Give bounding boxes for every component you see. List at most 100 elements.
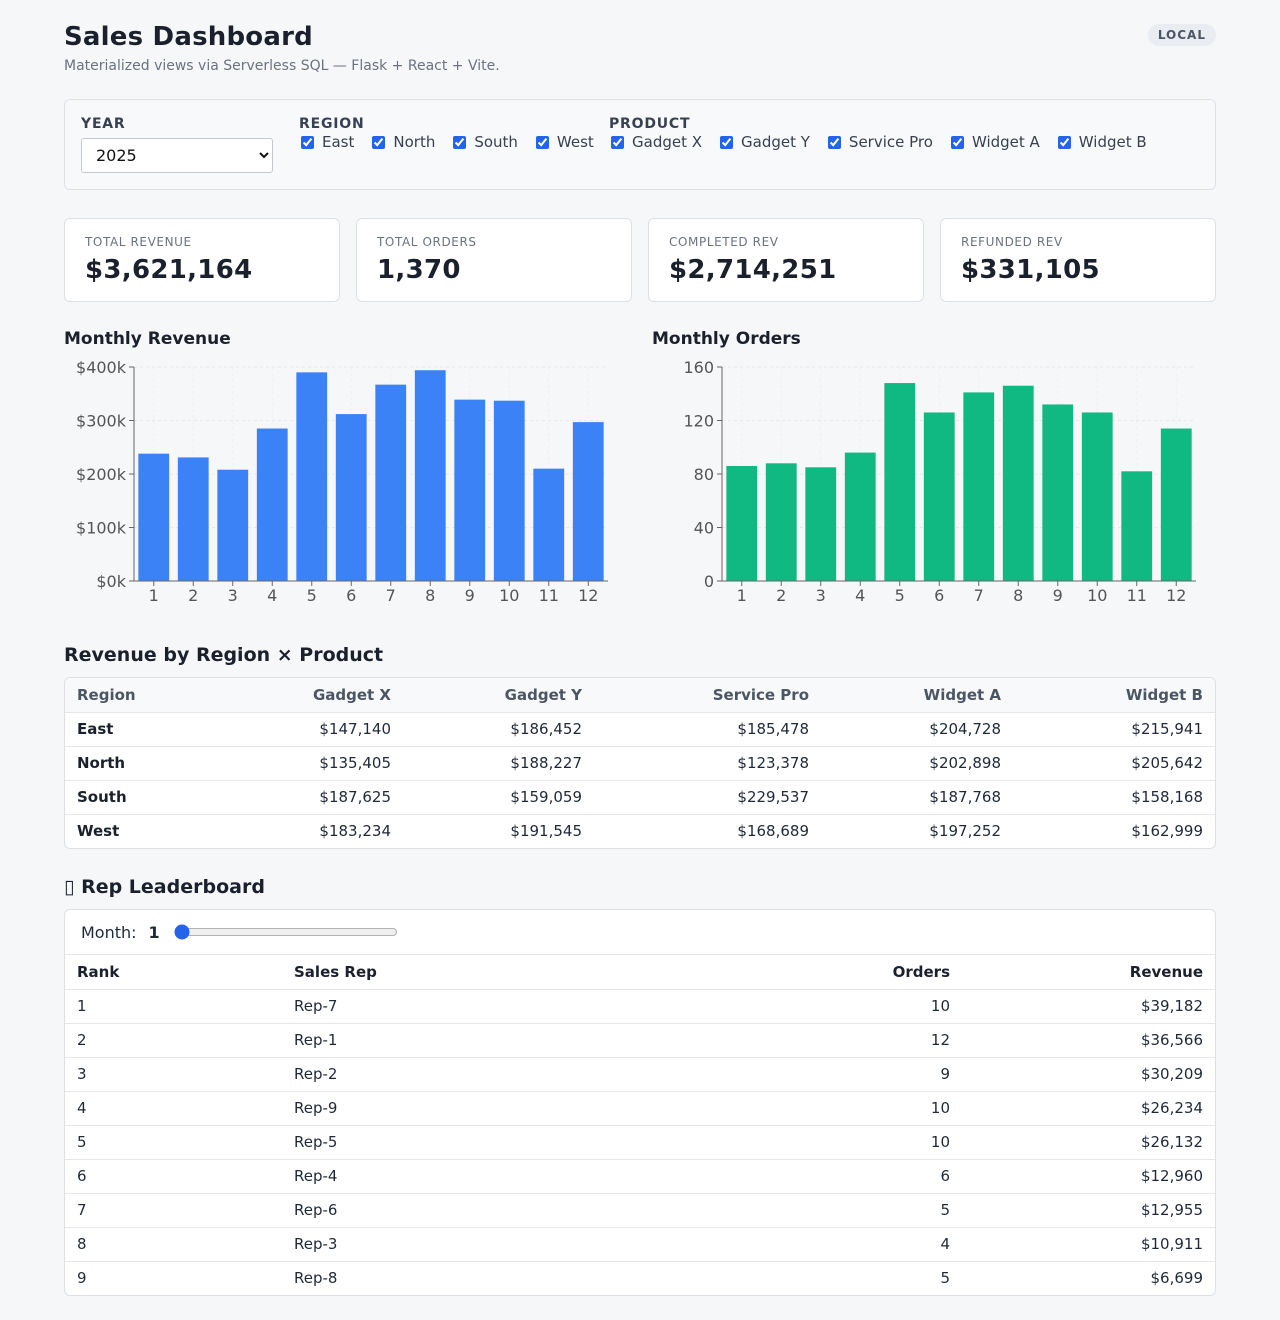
product-checkbox-gadget-y[interactable]	[720, 135, 734, 149]
orders-x-tick-label: 9	[1053, 586, 1063, 605]
region-checkbox-east[interactable]	[301, 135, 314, 149]
orders-y-tick-label: 40	[694, 519, 714, 538]
product-option-widget-b[interactable]: Widget B	[1056, 133, 1147, 151]
kpi-completed-revenue: COMPLETED REV $2,714,251	[648, 218, 924, 302]
revenue-x-tick-label: 4	[267, 586, 277, 605]
region-option-label: North	[393, 133, 436, 151]
product-option-service-pro[interactable]: Service Pro	[826, 133, 933, 151]
revenue-cell: $204,728	[821, 712, 1013, 747]
region-cell: North	[65, 746, 245, 781]
page-subtitle: Materialized views via Serverless SQL — …	[64, 58, 500, 74]
orders-bar	[963, 392, 995, 581]
table-header-row: Region Gadget X Gadget Y Service Pro Wid…	[65, 678, 1215, 713]
rep-cell: Rep-9	[282, 1091, 662, 1126]
kpi-label: COMPLETED REV	[669, 235, 779, 249]
revenue-cell: $123,378	[594, 746, 821, 781]
region-option-south[interactable]: South	[451, 133, 518, 151]
region-checkbox-south[interactable]	[453, 135, 467, 149]
orders-bar	[765, 463, 797, 581]
orders-bar	[844, 452, 876, 581]
region-option-label: West	[556, 133, 594, 151]
revenue-cell: $10,911	[962, 1227, 1215, 1262]
product-checkbox-service-pro[interactable]	[827, 135, 841, 149]
leaderboard-title: ▯ Rep Leaderboard	[64, 876, 265, 898]
table-row: 9 Rep-8 5 $6,699	[65, 1261, 1215, 1295]
monthly-orders-chart: 0 40 80 120 160 1 2 3 4 5 6 7 8 9 10 11 12	[652, 352, 1212, 614]
revenue-cell: $185,478	[594, 712, 821, 747]
orders-cell: 10	[662, 989, 962, 1024]
table-row: 8 Rep-3 4 $10,911	[65, 1227, 1215, 1262]
region-option-west[interactable]: West	[534, 133, 594, 151]
revenue-x-tick-label: 10	[499, 586, 519, 605]
revenue-bar	[256, 428, 288, 581]
orders-chart-title: Monthly Orders	[652, 329, 801, 349]
kpi-label: TOTAL REVENUE	[85, 235, 192, 249]
product-option-label: Widget B	[1078, 133, 1147, 151]
revenue-y-tick-label: $400k	[76, 358, 127, 377]
kpi-value: $3,621,164	[85, 255, 253, 285]
orders-x-tick-label: 12	[1166, 586, 1186, 605]
revenue-bar	[454, 399, 486, 581]
product-checkbox-widget-b[interactable]	[1057, 135, 1071, 149]
revenue-cell: $159,059	[403, 780, 594, 815]
region-option-north[interactable]: North	[370, 133, 435, 151]
region-option-east[interactable]: East	[299, 133, 354, 151]
revenue-bar	[217, 469, 249, 581]
revenue-bar	[414, 370, 446, 581]
rank-cell: 2	[65, 1023, 282, 1058]
orders-x-tick-label: 3	[816, 586, 826, 605]
orders-cell: 5	[662, 1193, 962, 1228]
revenue-cell: $162,999	[1131, 822, 1203, 841]
kpi-total-revenue: TOTAL REVENUE $3,621,164	[64, 218, 340, 302]
col-sales-rep: Sales Rep	[282, 955, 662, 990]
product-option-label: Gadget Y	[741, 133, 810, 151]
product-option-gadget-y[interactable]: Gadget Y	[718, 133, 810, 151]
revenue-x-tick-label: 2	[188, 586, 198, 605]
col-gadget-y: Gadget Y	[403, 678, 594, 713]
revenue-cell: $183,234	[319, 822, 391, 841]
revenue-cell: $36,566	[962, 1023, 1215, 1058]
orders-bar	[1160, 428, 1192, 581]
revenue-x-tick-label: 9	[465, 586, 475, 605]
orders-bar	[1121, 471, 1153, 581]
year-select[interactable]: 2025	[81, 138, 273, 173]
product-option-gadget-x[interactable]: Gadget X	[609, 133, 702, 151]
col-rank: Rank	[65, 955, 282, 990]
revenue-x-tick-label: 5	[307, 586, 317, 605]
orders-bar	[1002, 385, 1034, 581]
rank-cell: 8	[65, 1227, 282, 1262]
year-filter-label: YEAR	[81, 116, 126, 132]
table-row: 7 Rep-6 5 $12,955	[65, 1193, 1215, 1228]
monthly-revenue-chart: $0k $100k $200k $300k $400k 1 2 3 4 5 6 7 8 9 10 11 12	[64, 352, 624, 614]
revenue-x-tick-label: 12	[578, 586, 598, 605]
region-checkbox-north[interactable]	[372, 135, 386, 149]
table-row: 5 Rep-5 10 $26,132	[65, 1125, 1215, 1160]
revenue-cell: $30,209	[962, 1057, 1215, 1092]
region-checkbox-west[interactable]	[535, 135, 549, 149]
orders-bar	[1081, 412, 1113, 581]
orders-bar	[923, 412, 955, 581]
col-region: Region	[65, 678, 245, 713]
revenue-bar	[572, 422, 604, 581]
rep-cell: Rep-3	[282, 1227, 662, 1262]
month-slider[interactable]	[173, 924, 398, 940]
revenue-cell: $187,768	[821, 780, 1013, 815]
table-header-row: Rank Sales Rep Orders Revenue	[65, 955, 1215, 990]
revenue-cell: $168,689	[737, 822, 809, 841]
region-cell: South	[65, 780, 245, 815]
revenue-cell: $229,537	[594, 780, 821, 815]
col-widget-b: Widget B	[1013, 678, 1215, 713]
product-option-widget-a[interactable]: Widget A	[949, 133, 1040, 151]
revenue-x-tick-label: 6	[346, 586, 356, 605]
kpi-total-orders: TOTAL ORDERS 1,370	[356, 218, 632, 302]
product-checkbox-gadget-x[interactable]	[611, 135, 624, 149]
table-row: 4 Rep-9 10 $26,234	[65, 1091, 1215, 1126]
leaderboard-table-body: 1 Rep-7 10 $39,182 2 Rep-1 12 $36,566 3 Rep-2 9 $30…	[65, 989, 1215, 1295]
revenue-cell: $6,699	[1150, 1269, 1204, 1288]
region-filter: REGION East North South West	[299, 116, 594, 151]
product-checkbox-widget-a[interactable]	[950, 135, 964, 149]
revenue-y-tick-label: $300k	[76, 412, 127, 431]
table-row: South $187,625 $159,059 $229,537 $187,768 $15…	[65, 780, 1215, 815]
